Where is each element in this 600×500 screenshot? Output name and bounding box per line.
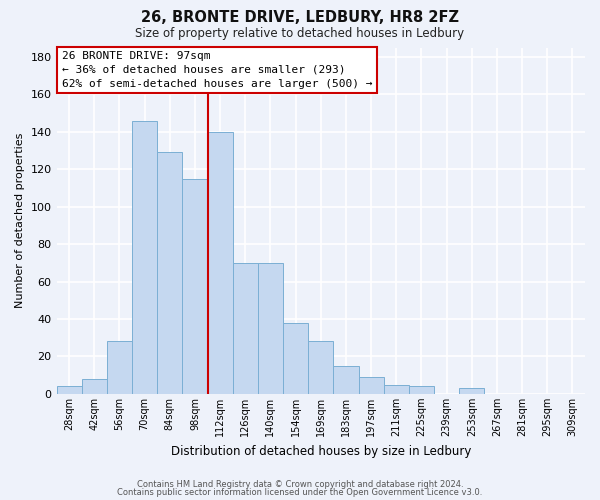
Bar [132, 120, 157, 394]
Bar [459, 388, 484, 394]
Bar [283, 322, 308, 394]
Bar [383, 384, 409, 394]
Y-axis label: Number of detached properties: Number of detached properties [15, 133, 25, 308]
Bar [359, 377, 383, 394]
Text: Size of property relative to detached houses in Ledbury: Size of property relative to detached ho… [136, 28, 464, 40]
Bar [208, 132, 233, 394]
Bar [56, 386, 82, 394]
Bar [107, 342, 132, 394]
Text: 26 BRONTE DRIVE: 97sqm
← 36% of detached houses are smaller (293)
62% of semi-de: 26 BRONTE DRIVE: 97sqm ← 36% of detached… [62, 51, 373, 89]
Bar [334, 366, 359, 394]
Bar [308, 342, 334, 394]
Bar [233, 263, 258, 394]
Bar [258, 263, 283, 394]
Bar [182, 178, 208, 394]
Text: Contains public sector information licensed under the Open Government Licence v3: Contains public sector information licen… [118, 488, 482, 497]
Bar [82, 379, 107, 394]
Bar [409, 386, 434, 394]
Text: Contains HM Land Registry data © Crown copyright and database right 2024.: Contains HM Land Registry data © Crown c… [137, 480, 463, 489]
X-axis label: Distribution of detached houses by size in Ledbury: Distribution of detached houses by size … [170, 444, 471, 458]
Bar [157, 152, 182, 394]
Text: 26, BRONTE DRIVE, LEDBURY, HR8 2FZ: 26, BRONTE DRIVE, LEDBURY, HR8 2FZ [141, 10, 459, 25]
